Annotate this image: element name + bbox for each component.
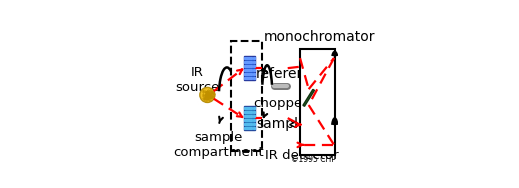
- Text: sample: sample: [256, 117, 307, 131]
- Bar: [244, 56, 255, 80]
- Text: monochromator: monochromator: [264, 30, 375, 44]
- Circle shape: [200, 87, 215, 102]
- Text: chopper: chopper: [253, 97, 308, 110]
- Text: ©1995 CHP: ©1995 CHP: [291, 155, 336, 164]
- Bar: [300, 49, 335, 155]
- Polygon shape: [303, 89, 315, 106]
- Text: sample
compartment: sample compartment: [174, 131, 264, 159]
- Polygon shape: [290, 122, 296, 127]
- Bar: [244, 106, 255, 130]
- Text: IR
source: IR source: [175, 67, 220, 94]
- Text: reference: reference: [256, 67, 323, 81]
- Text: IR detector: IR detector: [265, 149, 339, 161]
- Bar: [230, 41, 262, 151]
